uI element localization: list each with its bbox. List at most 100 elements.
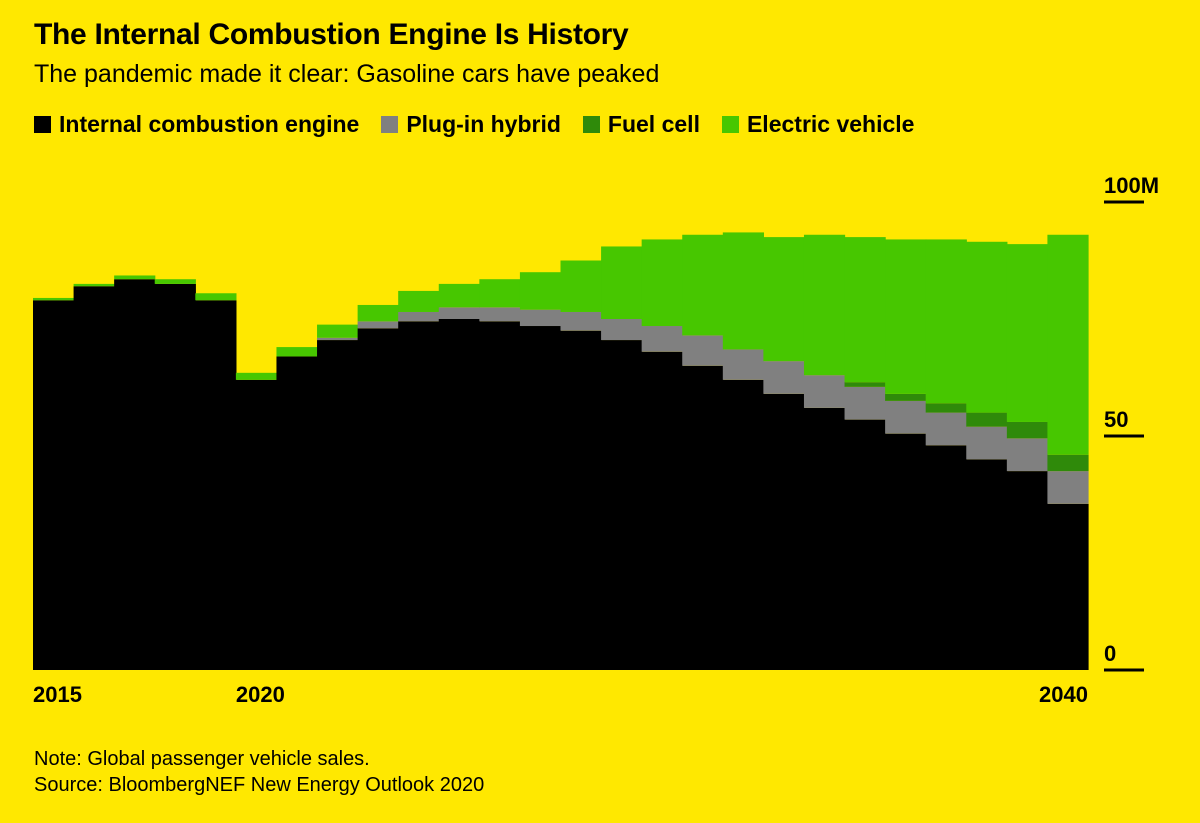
bar-segment-ev-2039 [1006, 244, 1049, 422]
bar-segment-ice-2033 [763, 393, 805, 670]
chart-title: The Internal Combustion Engine Is Histor… [34, 18, 629, 51]
legend-item-fuel-cell: Fuel cell [582, 111, 700, 138]
bar-segment-ice-2030 [641, 351, 683, 670]
bar-segment-ice-2019 [195, 300, 237, 670]
bar-segment-ev-2024 [398, 290, 440, 312]
bar-segment-fuel-cell-2035 [844, 382, 886, 387]
bar-segment-phev-2035 [844, 386, 886, 420]
bar-segment-ice-2026 [479, 321, 521, 670]
bar-segment-phev-2032 [722, 349, 764, 380]
bar-segment-ice-2015 [33, 300, 75, 670]
y-tick-label-0: 0 [1104, 641, 1116, 666]
bar-segment-ice-2020 [235, 379, 278, 670]
bar-segment-ev-2032 [722, 232, 764, 350]
bar-segment-ev-2019 [195, 293, 237, 301]
bar-segment-phev-2026 [479, 307, 521, 322]
legend-label-ev: Electric vehicle [746, 111, 915, 137]
bar-segment-phev-2034 [803, 375, 846, 408]
bar-segment-ev-2016 [73, 283, 115, 287]
bar-segment-ev-2027 [519, 272, 562, 310]
bar-segment-ice-2031 [682, 365, 724, 670]
bar-segment-phev-2028 [560, 311, 602, 331]
bar-segment-ice-2022 [317, 340, 359, 670]
bar-segment-ice-2024 [398, 321, 440, 670]
bar-segment-ice-2023 [357, 328, 399, 670]
bar-segment-phev-2039 [1006, 438, 1049, 472]
legend-label-phev: Plug-in hybrid [406, 111, 561, 137]
bar-segment-ice-2018 [154, 283, 196, 670]
legend-swatch-phev [381, 116, 399, 133]
bar-segment-ev-2036 [885, 239, 927, 394]
source-line: Source: BloombergNEF New Energy Outlook … [34, 774, 485, 796]
bar-segment-ev-2040 [1047, 234, 1089, 455]
x-tick-label-2020: 2020 [236, 682, 285, 707]
bar-segment-phev-2025 [438, 307, 480, 319]
bar-segment-ev-2035 [844, 237, 886, 383]
legend-label-fuel-cell: Fuel cell [607, 111, 700, 137]
bar-segment-ice-2039 [1006, 471, 1049, 670]
bar-segment-fuel-cell-2039 [1006, 421, 1049, 439]
legend-swatch-ice [34, 116, 51, 133]
bar-segment-ice-2037 [925, 445, 967, 670]
bar-segment-ev-2020 [235, 372, 278, 380]
bar-segment-phev-2031 [682, 335, 724, 366]
bar-segment-ice-2038 [966, 459, 1008, 670]
bar-segment-ice-2027 [519, 326, 562, 670]
bar-segment-phev-2023 [357, 321, 399, 329]
bar-segment-ev-2031 [682, 234, 724, 336]
legend-label-ice: Internal combustion engine [59, 111, 360, 137]
bar-segment-ice-2021 [276, 356, 318, 670]
bar-segment-ev-2026 [479, 279, 521, 308]
bar-segment-phev-2029 [601, 319, 643, 341]
bar-segment-ice-2029 [601, 340, 643, 670]
bar-segment-ev-2030 [641, 239, 683, 327]
chart-subtitle: The pandemic made it clear: Gasoline car… [34, 60, 660, 88]
bar-segment-ice-2035 [844, 419, 886, 670]
bar-segment-ice-2028 [560, 330, 602, 670]
bar-segment-phev-2036 [885, 400, 927, 434]
bar-segment-ev-2017 [114, 275, 156, 280]
bar-segment-ice-2032 [722, 379, 764, 670]
bar-segment-fuel-cell-2037 [925, 403, 967, 413]
bar-segment-ev-2029 [601, 246, 643, 319]
bar-segment-fuel-cell-2038 [966, 412, 1008, 427]
bar-segment-ev-2015 [33, 297, 75, 301]
legend-swatch-fuel-cell [582, 116, 600, 133]
legend-item-ev: Electric vehicle [721, 111, 915, 138]
bar-segment-ice-2036 [885, 433, 927, 670]
x-tick-label-2015: 2015 [33, 682, 82, 707]
bar-segment-fuel-cell-2040 [1047, 454, 1089, 472]
bar-segment-phev-2030 [641, 326, 683, 352]
bar-segment-phev-2040 [1047, 471, 1089, 504]
bar-segment-phev-2024 [398, 311, 440, 322]
bar-segment-phev-2022 [317, 337, 359, 341]
bar-segment-phev-2037 [925, 412, 967, 446]
x-tick-label-2040: 2040 [1039, 682, 1088, 707]
legend-item-phev: Plug-in hybrid [381, 111, 561, 138]
bar-segment-ev-2028 [560, 260, 602, 312]
chart-note: Note: Global passenger vehicle sales. So… [34, 746, 484, 798]
bar-segment-ev-2033 [763, 237, 805, 362]
legend-swatch-ev [721, 116, 739, 133]
bar-segment-ev-2037 [925, 239, 967, 404]
legend-item-ice: Internal combustion engine [34, 111, 359, 138]
bar-segment-ev-2034 [803, 234, 846, 376]
bar-segment-ice-2040 [1047, 503, 1089, 670]
y-tick-label-100: 100M [1104, 173, 1159, 198]
y-tick-label-50: 50 [1104, 407, 1128, 432]
bar-segment-ice-2016 [73, 286, 115, 670]
chart-bars [33, 232, 1089, 670]
bar-segment-ev-2018 [154, 279, 196, 284]
bar-segment-ev-2022 [317, 324, 359, 338]
bar-segment-phev-2033 [763, 361, 805, 394]
bar-segment-ice-2034 [803, 407, 846, 670]
bar-segment-phev-2027 [519, 309, 562, 327]
bar-segment-fuel-cell-2036 [885, 393, 927, 401]
chart-axes: 0 50 100M 2015 2020 2040 [33, 173, 1159, 707]
bar-segment-ev-2038 [966, 241, 1008, 413]
bar-segment-ev-2025 [438, 283, 480, 308]
bar-segment-ice-2017 [114, 279, 156, 670]
legend: Internal combustion engine Plug-in hybri… [34, 111, 914, 138]
bar-segment-ev-2021 [276, 347, 318, 357]
